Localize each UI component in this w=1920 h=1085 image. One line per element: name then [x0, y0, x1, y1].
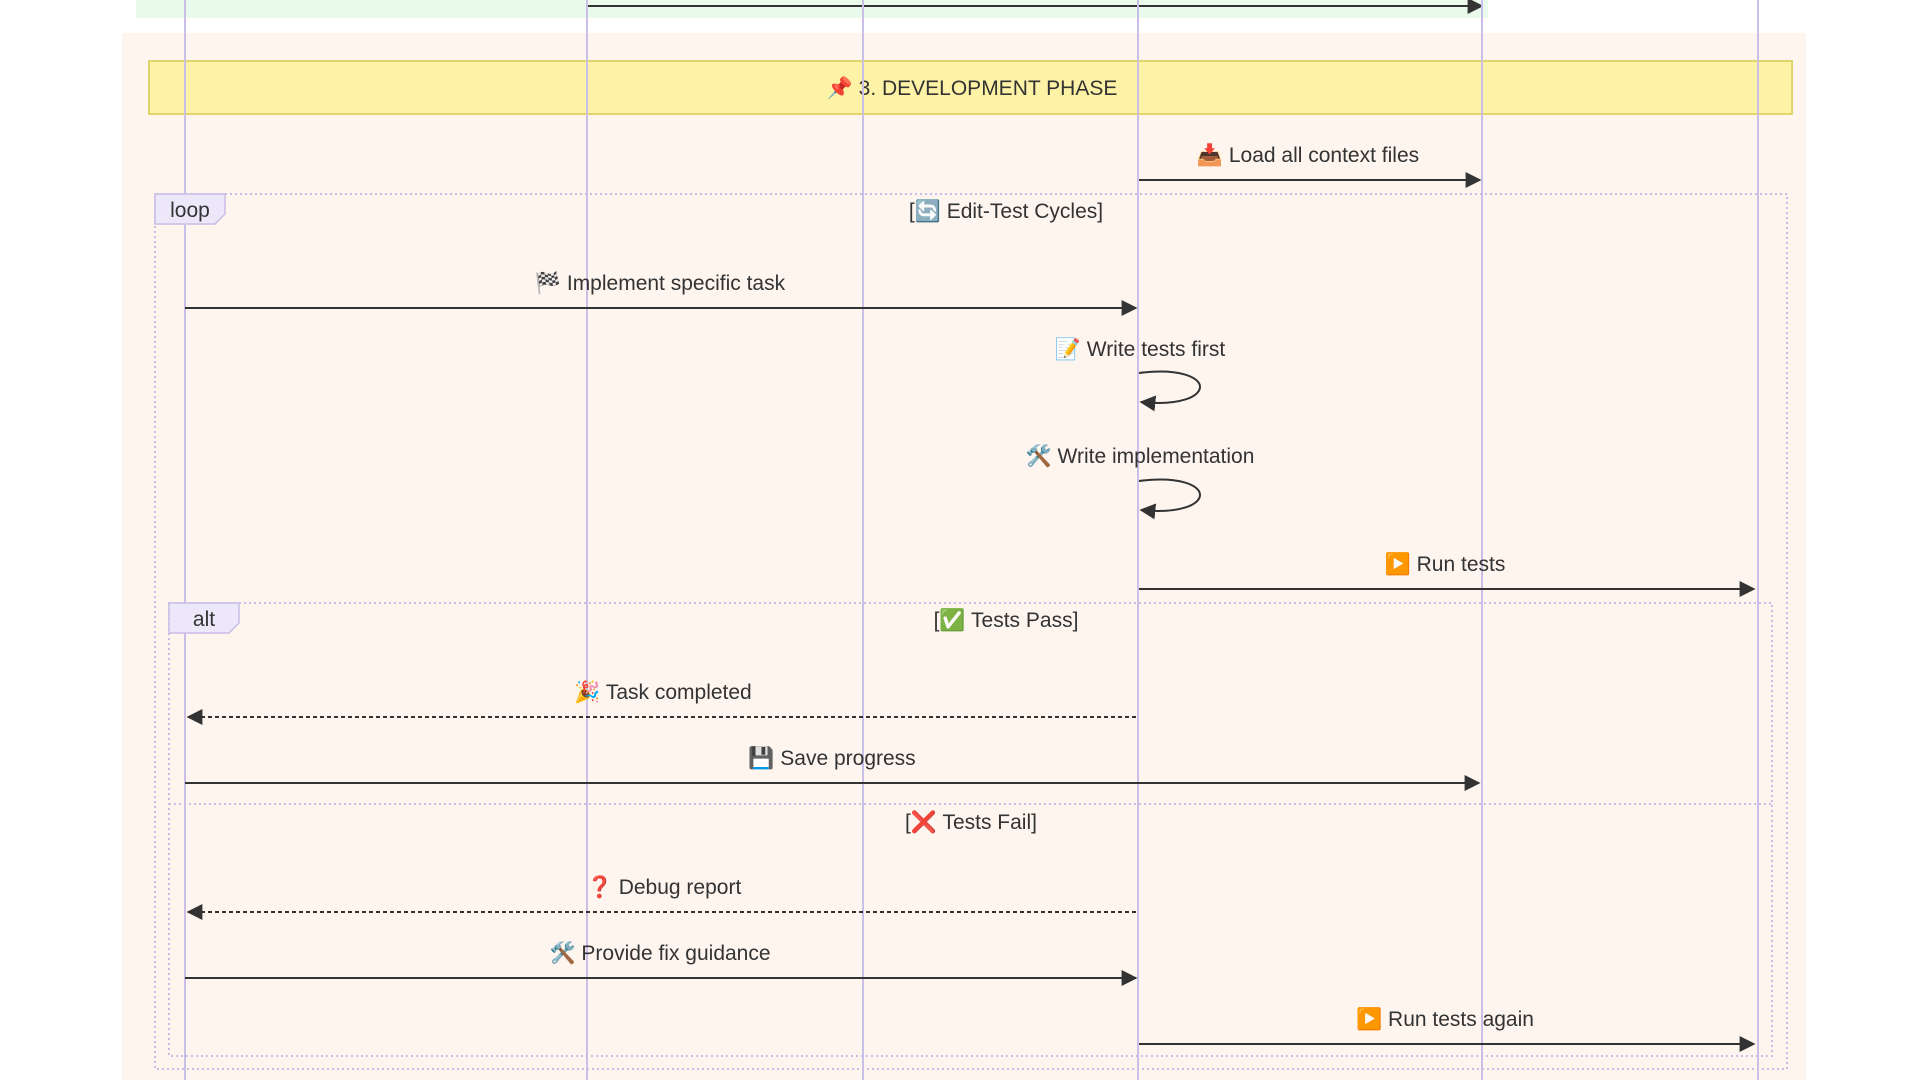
alt-condition-pass: [✅ Tests Pass] — [934, 607, 1079, 632]
phase-title: 📌 3. DEVELOPMENT PHASE — [827, 75, 1118, 100]
message-label-task-completed: 🎉 Task completed — [574, 679, 752, 705]
phase-band — [122, 33, 1806, 1080]
message-label-write-impl: 🛠️ Write implementation — [1026, 443, 1255, 468]
message-label-implement-task: 🏁 Implement specific task — [535, 270, 786, 295]
message-label-load-context: 📥 Load all context files — [1197, 142, 1419, 167]
message-label-write-tests: 📝 Write tests first — [1055, 336, 1226, 361]
alt-keyword: alt — [193, 608, 215, 631]
message-label-debug-report: ❓ Debug report — [587, 874, 742, 899]
message-label-save-progress: 💾 Save progress — [748, 745, 915, 770]
message-label-fix-guidance: 🛠️ Provide fix guidance — [549, 940, 770, 965]
alt-condition-fail: [❌ Tests Fail] — [905, 809, 1037, 835]
loop-keyword: loop — [170, 199, 210, 222]
message-label-run-tests-again: ▶️ Run tests again — [1356, 1006, 1534, 1031]
previous-phase-band — [136, 0, 1488, 18]
message-label-run-tests: ▶️ Run tests — [1385, 551, 1506, 576]
loop-condition: [🔄 Edit-Test Cycles] — [909, 198, 1103, 223]
